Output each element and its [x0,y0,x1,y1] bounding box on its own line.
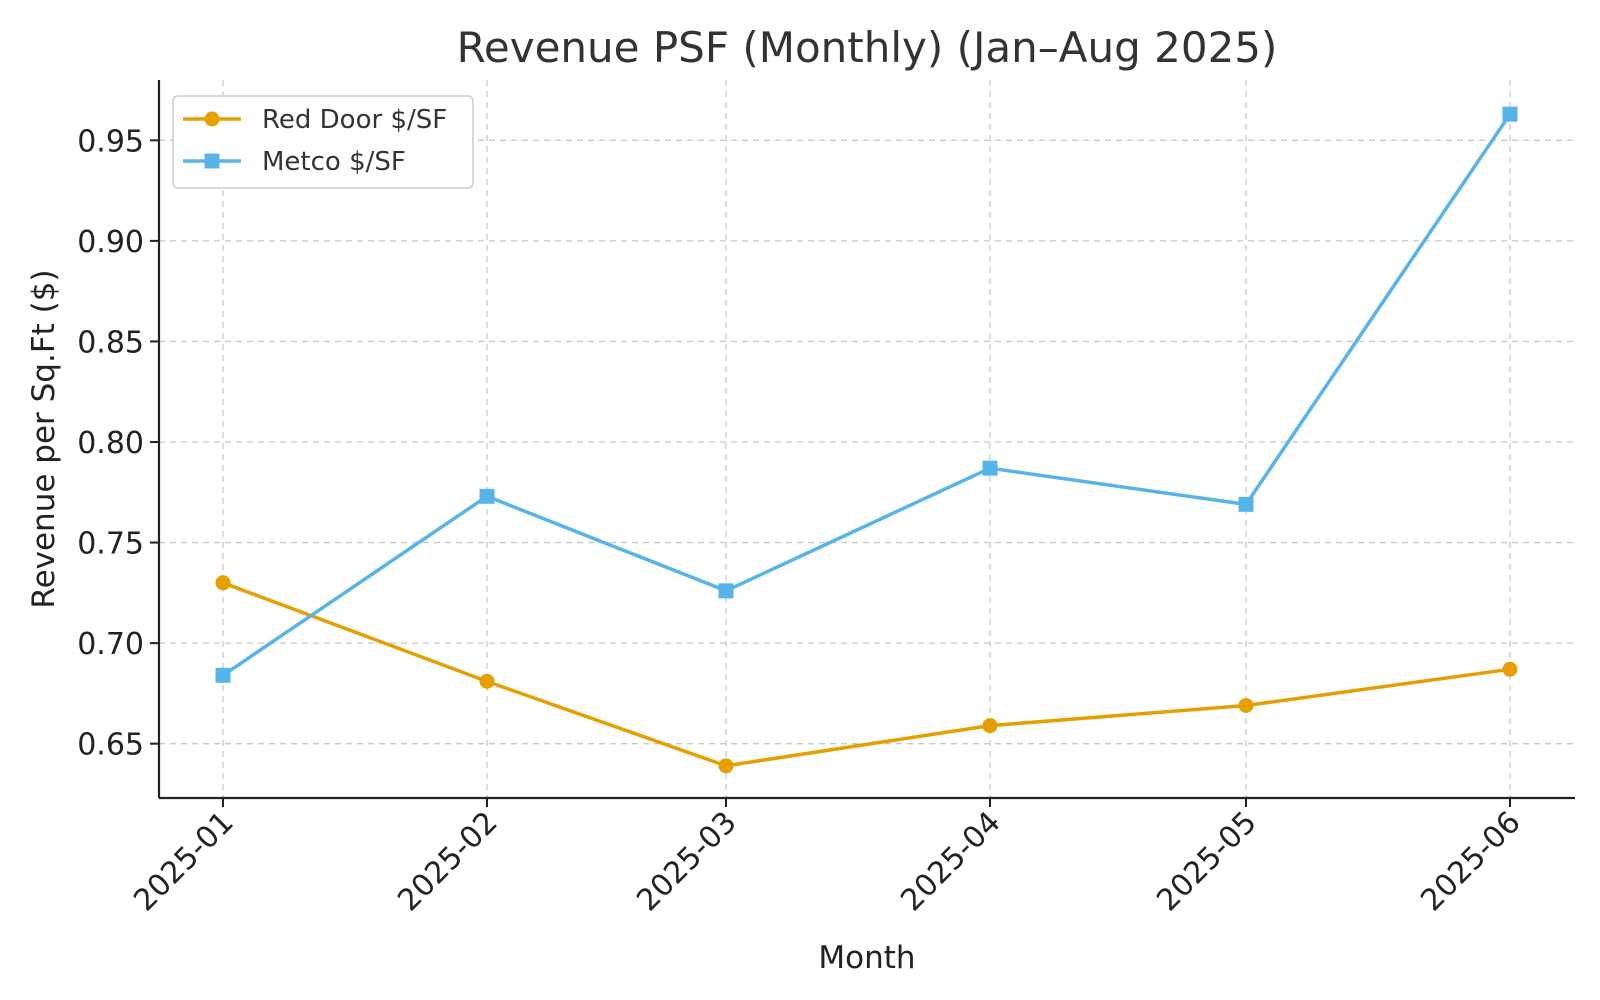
y-tick-label: 0.90 [77,225,144,260]
x-tick-label: 2025-04 [894,805,1007,918]
data-point-red [718,758,734,774]
series-line-red [222,581,1511,768]
legend-marker-metco [204,153,220,169]
y-ticks: 0.65 0.70 0.75 0.80 0.85 0.90 0.95 [77,124,159,763]
x-axis-label: Month [818,940,915,976]
data-point-metco [718,583,734,599]
x-tick-label: 2025-02 [391,805,504,918]
series-layer [215,106,1518,774]
data-point-red [479,673,495,689]
x-ticks: 2025-01 2025-02 2025-03 2025-04 2025-05 2025-… [127,798,1528,918]
data-point-red [215,575,231,591]
data-point-metco [215,667,231,683]
axes [157,80,1575,800]
series-line-metco [222,113,1512,677]
data-point-metco [1238,496,1254,512]
data-point-metco [1502,106,1518,122]
y-tick-label: 0.85 [77,325,144,360]
data-point-metco [982,460,998,476]
legend: Red Door $/SF Metco $/SF [172,95,474,189]
y-tick-label: 0.65 [77,728,144,763]
y-axis-label: Revenue per Sq.Ft ($) [26,269,62,608]
chart-title: Revenue PSF (Monthly) (Jan–Aug 2025) [457,23,1278,72]
x-tick-label: 2025-06 [1414,805,1527,918]
y-tick-label: 0.80 [77,426,144,461]
data-point-red [1502,661,1518,677]
y-tick-label: 0.70 [77,627,144,662]
x-tick-label: 2025-05 [1150,805,1263,918]
y-tick-label: 0.75 [77,527,144,562]
x-tick-label: 2025-01 [127,805,240,918]
x-tick-label: 2025-03 [630,805,743,918]
data-point-red [1238,697,1254,713]
legend-label-metco: Metco $/SF [262,147,406,177]
legend-label-red: Red Door $/SF [262,105,447,135]
data-point-metco [479,488,495,504]
grid-lines [159,80,1575,798]
legend-box [172,95,474,189]
legend-marker-red [204,111,220,127]
data-point-red [982,718,998,734]
y-tick-label: 0.95 [77,124,144,159]
